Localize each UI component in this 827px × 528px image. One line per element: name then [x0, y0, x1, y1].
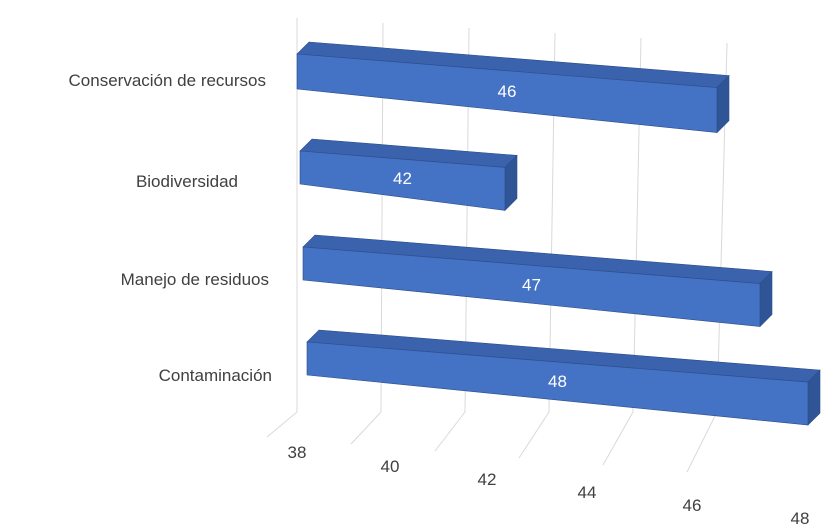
x-tick-label: 46	[683, 496, 702, 515]
bar-front-face	[302, 246, 761, 327]
data-label: 46	[498, 82, 517, 101]
category-label: Contaminación	[159, 366, 272, 385]
bars: 46 42 47 48	[296, 41, 821, 426]
data-label: 48	[548, 372, 567, 391]
x-axis-tick-labels: 38 40 42 44 46 48	[288, 443, 810, 528]
category-label: Conservación de recursos	[69, 71, 266, 90]
category-labels: Conservación de recursos Biodiversidad Man…	[69, 71, 272, 385]
category-label: Biodiversidad	[136, 172, 238, 191]
x-tick-label: 42	[478, 470, 497, 489]
bar	[296, 41, 730, 134]
data-label: 42	[393, 169, 412, 188]
gridline-floor	[434, 411, 466, 452]
bar	[302, 234, 773, 328]
bar-front-face	[296, 53, 718, 133]
bar-front-face	[306, 341, 809, 426]
gridline-floor	[350, 411, 382, 445]
gridline-floor	[518, 411, 550, 459]
gridline-floor	[602, 411, 634, 466]
x-tick-label: 40	[381, 457, 400, 476]
gridline-floor	[266, 411, 298, 438]
x-tick-label: 38	[288, 443, 307, 462]
data-label: 47	[522, 275, 541, 294]
x-tick-label: 48	[791, 509, 810, 528]
bar	[306, 329, 821, 426]
x-tick-label: 44	[578, 483, 597, 502]
category-label: Manejo de residuos	[121, 270, 269, 289]
bar-front-face	[299, 150, 506, 211]
gridline-floor	[686, 411, 718, 473]
bar	[299, 138, 518, 212]
